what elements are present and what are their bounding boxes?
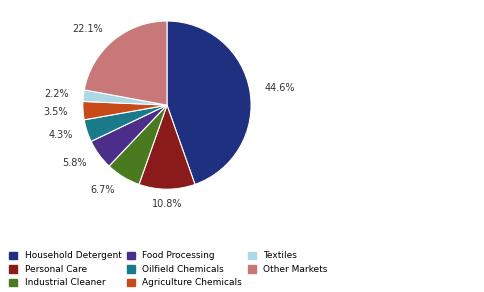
Text: 4.3%: 4.3% [48, 131, 73, 140]
Text: 6.7%: 6.7% [91, 185, 115, 195]
Wedge shape [167, 21, 251, 185]
Wedge shape [83, 101, 167, 120]
Wedge shape [109, 105, 167, 185]
Text: 5.8%: 5.8% [62, 159, 87, 168]
Text: 22.1%: 22.1% [73, 24, 104, 34]
Wedge shape [91, 105, 167, 166]
Text: 44.6%: 44.6% [265, 84, 295, 93]
Text: 10.8%: 10.8% [151, 199, 182, 209]
Wedge shape [84, 105, 167, 141]
Wedge shape [84, 21, 167, 105]
Wedge shape [83, 90, 167, 105]
Text: 3.5%: 3.5% [44, 107, 68, 117]
Wedge shape [139, 105, 195, 189]
Legend: Household Detergent, Personal Care, Industrial Cleaner, Food Processing, Oilfiel: Household Detergent, Personal Care, Indu… [9, 251, 327, 288]
Text: 2.2%: 2.2% [44, 89, 68, 99]
